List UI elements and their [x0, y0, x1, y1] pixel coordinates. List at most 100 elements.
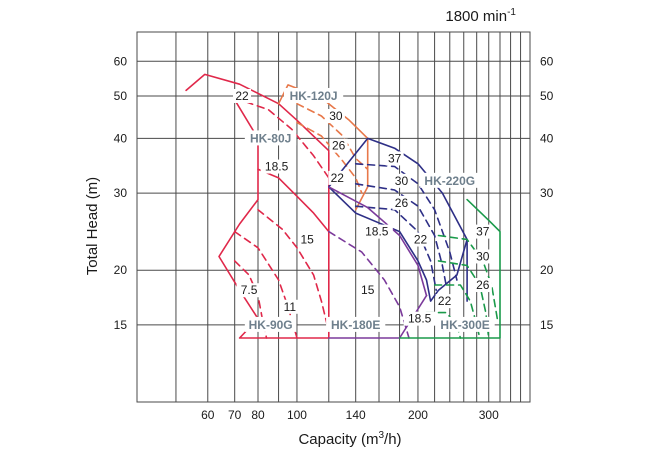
model-label-text: HK-90G [249, 318, 293, 332]
kw-label-bg [233, 88, 252, 103]
kw-label: 18.5 [260, 159, 293, 174]
y-tick-label-left: 20 [114, 263, 128, 277]
kw-label-bg [236, 283, 262, 298]
y-tick-label-left: 50 [114, 89, 128, 103]
x-tick-label: 100 [287, 408, 307, 422]
kw-label: 26 [329, 138, 348, 153]
model-label-text: HK-120J [290, 89, 338, 103]
x-tick-label: 140 [346, 408, 366, 422]
y-tick-label-right: 30 [540, 186, 554, 200]
kw-label-text: 30 [476, 249, 490, 263]
model-label-text: HK-180E [331, 318, 380, 332]
kw-label-text: 18.5 [408, 312, 432, 326]
kw-label: 30 [473, 249, 492, 264]
kw-label-bg [385, 151, 404, 166]
model-label-bg [244, 130, 297, 146]
kw-label: 15 [298, 232, 317, 247]
kw-label: 15 [358, 283, 377, 298]
tick-layer: 60 70 80 100 140 200 300 15 15 20 20 30 30 40 40 50 50 60… [114, 54, 554, 422]
motor-power-curve [296, 102, 369, 171]
range-boundary-curve [398, 198, 501, 339]
plot-frame [136, 31, 531, 403]
x-axis-title: Capacity (m3/h) [298, 430, 401, 448]
model-label: HK-90G [244, 316, 297, 332]
kw-label: 30 [392, 173, 411, 188]
motor-power-curve [233, 230, 298, 339]
model-label: HK-180E [326, 316, 386, 332]
label-layer: HK-120J HK-80J HK-220G HK-90G HK-180E HK-300E… [233, 87, 495, 332]
kw-label-text: 26 [476, 278, 490, 292]
kw-label-text: 26 [395, 196, 409, 210]
range-boundary-curve [328, 186, 468, 302]
model-label-bg [283, 87, 344, 103]
model-label-text: HK-300E [440, 318, 489, 332]
kw-label: 7.5 [236, 283, 262, 298]
range-boundary-curve [328, 186, 428, 297]
kw-label: 11 [280, 299, 299, 314]
kw-label-bg [328, 170, 347, 185]
kw-label-bg [435, 294, 454, 309]
y-tick-label-right: 60 [540, 54, 554, 68]
kw-label-text: 37 [388, 151, 402, 165]
y-tick-label-left: 15 [114, 318, 128, 332]
model-label: HK-120J [283, 87, 344, 103]
speed-label: 1800 min-1 [445, 7, 516, 25]
y-axis-title: Total Head (m) [84, 177, 101, 275]
motor-power-curve [354, 163, 458, 281]
y-tick-label-left: 60 [114, 54, 128, 68]
kw-label-text: 22 [414, 233, 428, 247]
kw-label-bg [329, 138, 348, 153]
kw-label-bg [280, 299, 299, 314]
kw-label-text: 11 [284, 300, 297, 314]
kw-label: 22 [435, 294, 454, 309]
y-tick-label-right: 20 [540, 263, 554, 277]
motor-power-curve [354, 205, 437, 291]
kw-label-text: 26 [332, 139, 346, 153]
model-label-bg [244, 316, 297, 332]
x-tick-label: 70 [228, 408, 242, 422]
kw-label: 18.5 [403, 311, 436, 326]
kw-label: 37 [385, 151, 404, 166]
kw-label-bg [403, 311, 436, 326]
model-label-text: HK-80J [250, 131, 291, 145]
kw-label-text: 22 [235, 89, 249, 103]
kw-label: 22 [233, 88, 252, 103]
x-tick-label: 80 [251, 408, 265, 422]
y-tick-label-right: 50 [540, 89, 554, 103]
kw-label: 37 [473, 224, 492, 239]
y-tick-label-right: 15 [540, 318, 554, 332]
kw-label-bg [358, 283, 377, 298]
kw-label-bg [411, 232, 430, 247]
kw-label-bg [473, 278, 492, 293]
kw-label-text: 7.5 [241, 283, 258, 297]
motor-power-curve [354, 183, 447, 286]
y-tick-label-left: 40 [114, 131, 128, 145]
y-tick-label-left: 30 [114, 186, 128, 200]
kw-label-bg [392, 173, 411, 188]
kw-label-text: 22 [438, 294, 452, 308]
range-boundary-curve [257, 168, 330, 233]
model-label-text: HK-220G [424, 174, 475, 188]
kw-label-text: 15 [361, 283, 375, 297]
x-tick-label: 200 [408, 408, 428, 422]
x-tick-label: 300 [479, 408, 499, 422]
motor-power-curve [328, 230, 410, 339]
kw-label-text: 18.5 [265, 160, 289, 174]
model-label: HK-220G [420, 172, 480, 188]
motor-power-curve [257, 208, 330, 333]
kw-label-text: 37 [476, 225, 490, 239]
model-label-bg [435, 316, 495, 332]
model-label-bg [420, 172, 480, 188]
kw-label-bg [360, 224, 393, 239]
kw-label-bg [326, 109, 345, 124]
kw-label-bg [392, 195, 411, 210]
motor-power-curve [233, 97, 330, 179]
x-tick-label: 60 [201, 408, 215, 422]
kw-label-bg [473, 249, 492, 264]
model-label: HK-80J [244, 130, 297, 146]
kw-label-bg [260, 159, 293, 174]
kw-label-text: 18.5 [365, 225, 389, 239]
kw-label: 18.5 [360, 224, 393, 239]
y-tick-label-right: 40 [540, 131, 554, 145]
